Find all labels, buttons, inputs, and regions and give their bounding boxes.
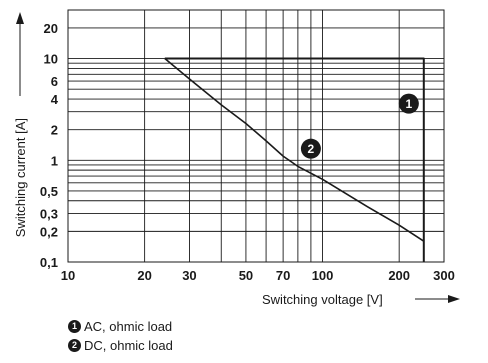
curve-marker-label-1: 1 — [406, 97, 413, 111]
x-axis-label: Switching voltage [V] — [262, 292, 383, 307]
x-tick-label: 50 — [239, 268, 253, 283]
y-axis-arrowhead — [16, 12, 24, 24]
x-tick-label: 70 — [276, 268, 290, 283]
y-tick-label: 2 — [51, 123, 58, 138]
x-tick-label: 30 — [182, 268, 196, 283]
y-tick-label: 20 — [44, 21, 58, 36]
legend-text-dc: DC, ohmic load — [84, 338, 173, 353]
x-tick-label: 300 — [433, 268, 455, 283]
curve-marker-label-2: 2 — [308, 142, 315, 156]
y-tick-label: 6 — [51, 74, 58, 89]
legend-badge-2: 2 — [68, 339, 81, 352]
x-tick-label: 10 — [61, 268, 75, 283]
x-tick-label: 100 — [312, 268, 334, 283]
curve-marker-1 — [398, 93, 419, 114]
y-tick-label: 0,2 — [40, 224, 58, 239]
x-tick-label: 20 — [137, 268, 151, 283]
series-group — [164, 57, 425, 262]
legend-text-ac: AC, ohmic load — [84, 319, 173, 334]
y-tick-label: 10 — [44, 52, 58, 67]
series-line-1 — [164, 57, 425, 262]
plot-frame — [67, 9, 445, 263]
legend-item-ac: 1 AC, ohmic load — [68, 319, 172, 334]
curve-marker-2 — [300, 138, 321, 159]
y-tick-label: 0,1 — [40, 255, 58, 270]
legend-badge-1: 1 — [68, 320, 81, 333]
grid — [68, 10, 444, 262]
x-axis-arrowhead — [448, 295, 460, 303]
curve-markers: 12 — [300, 93, 419, 159]
chart: 10 20 30 50 70 100 200 3000,10,20,30,512461020 … — [13, 9, 460, 307]
x-tick-label: 200 — [388, 268, 410, 283]
y-axis-label: Switching current [A] — [13, 118, 28, 237]
legend-item-dc: 2 DC, ohmic load — [68, 338, 173, 353]
y-tick-label: 0,3 — [40, 206, 58, 221]
y-tick-label: 1 — [51, 153, 58, 168]
y-tick-label: 0,5 — [40, 184, 58, 199]
y-tick-label: 4 — [51, 92, 59, 107]
series-line-2 — [164, 57, 425, 242]
